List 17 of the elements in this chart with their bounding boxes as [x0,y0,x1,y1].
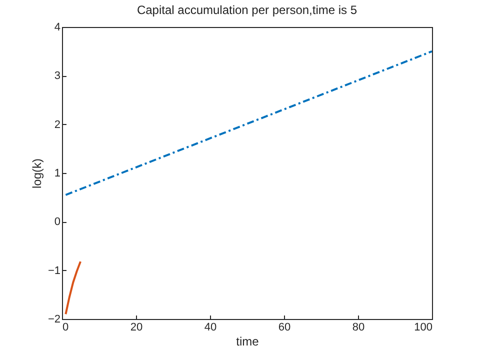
x-tick-label: 0 [62,322,69,334]
y-tick-label: 0 [54,216,60,228]
y-tick-label: −1 [48,264,60,277]
chart-title: Capital accumulation per person,time is 5 [136,3,358,17]
x-tick-label: 40 [204,322,217,334]
y-tick-label: 1 [54,168,60,180]
y-tick-label: 4 [54,22,60,34]
x-tick-label: 80 [352,322,365,334]
x-tick-label: 60 [278,322,291,334]
x-tick-label: 20 [130,322,143,334]
y-tick-label: −2 [48,314,60,326]
y-tick-label: 3 [54,70,60,82]
x-axis-title: time [236,334,260,348]
x-tick-label: 100 [414,322,432,334]
y-axis-title: log(k) [30,158,44,189]
line-series [64,260,82,316]
y-tick-label: 2 [54,118,60,131]
